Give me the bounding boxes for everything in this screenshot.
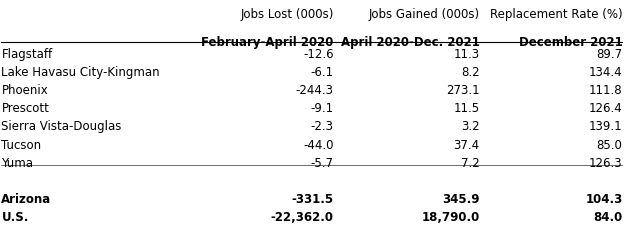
Text: 37.4: 37.4: [454, 138, 480, 152]
Text: -12.6: -12.6: [303, 48, 334, 61]
Text: 139.1: 139.1: [589, 121, 623, 133]
Text: Flagstaff: Flagstaff: [1, 48, 52, 61]
Text: Arizona: Arizona: [1, 193, 52, 206]
Text: February-April 2020: February-April 2020: [202, 36, 334, 49]
Text: 134.4: 134.4: [589, 66, 623, 79]
Text: -44.0: -44.0: [303, 138, 334, 152]
Text: 3.2: 3.2: [461, 121, 480, 133]
Text: 11.5: 11.5: [454, 102, 480, 115]
Text: Jobs Lost (000s): Jobs Lost (000s): [240, 8, 334, 21]
Text: 7.2: 7.2: [461, 157, 480, 170]
Text: 11.3: 11.3: [454, 48, 480, 61]
Text: Prescott: Prescott: [1, 102, 49, 115]
Text: 85.0: 85.0: [597, 138, 623, 152]
Text: Tucson: Tucson: [1, 138, 42, 152]
Text: 84.0: 84.0: [593, 211, 623, 224]
Text: -331.5: -331.5: [291, 193, 334, 206]
Text: 111.8: 111.8: [589, 84, 623, 97]
Text: April 2020-Dec. 2021: April 2020-Dec. 2021: [341, 36, 480, 49]
Text: December 2021: December 2021: [519, 36, 623, 49]
Text: Replacement Rate (%): Replacement Rate (%): [490, 8, 623, 21]
Text: 126.4: 126.4: [589, 102, 623, 115]
Text: -5.7: -5.7: [311, 157, 334, 170]
Text: -244.3: -244.3: [296, 84, 334, 97]
Text: U.S.: U.S.: [1, 211, 29, 224]
Text: 8.2: 8.2: [461, 66, 480, 79]
Text: -22,362.0: -22,362.0: [271, 211, 334, 224]
Text: Sierra Vista-Douglas: Sierra Vista-Douglas: [1, 121, 122, 133]
Text: 273.1: 273.1: [446, 84, 480, 97]
Text: 126.3: 126.3: [589, 157, 623, 170]
Text: 104.3: 104.3: [585, 193, 623, 206]
Text: -6.1: -6.1: [311, 66, 334, 79]
Text: 18,790.0: 18,790.0: [421, 211, 480, 224]
Text: Phoenix: Phoenix: [1, 84, 48, 97]
Text: Yuma: Yuma: [1, 157, 34, 170]
Text: Jobs Gained (000s): Jobs Gained (000s): [369, 8, 480, 21]
Text: 89.7: 89.7: [597, 48, 623, 61]
Text: Lake Havasu City-Kingman: Lake Havasu City-Kingman: [1, 66, 160, 79]
Text: 345.9: 345.9: [442, 193, 480, 206]
Text: -9.1: -9.1: [311, 102, 334, 115]
Text: -2.3: -2.3: [311, 121, 334, 133]
